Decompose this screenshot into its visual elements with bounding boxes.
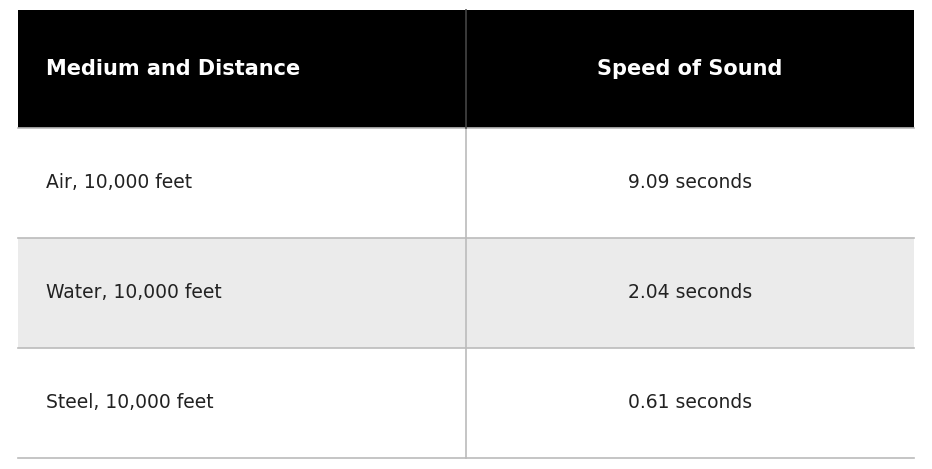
Bar [18, 10, 914, 128]
Text: 9.09 seconds: 9.09 seconds [628, 174, 752, 192]
Text: Water, 10,000 feet: Water, 10,000 feet [46, 283, 222, 303]
Text: Medium and Distance: Medium and Distance [46, 59, 300, 79]
Text: 2.04 seconds: 2.04 seconds [628, 283, 752, 303]
Bar [18, 128, 914, 238]
Bar [18, 238, 914, 348]
Text: Speed of Sound: Speed of Sound [597, 59, 783, 79]
Bar [18, 348, 914, 458]
Text: Steel, 10,000 feet: Steel, 10,000 feet [46, 393, 213, 413]
Text: 0.61 seconds: 0.61 seconds [628, 393, 752, 413]
Text: Air, 10,000 feet: Air, 10,000 feet [46, 174, 192, 192]
